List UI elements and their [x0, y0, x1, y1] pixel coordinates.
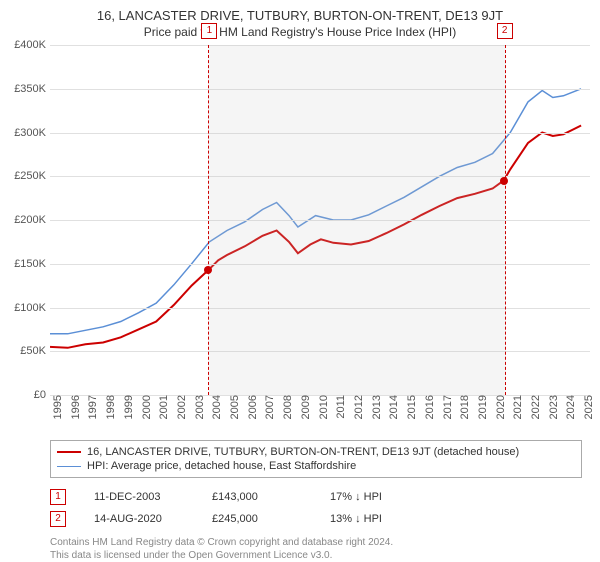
sale-dot: [204, 266, 212, 274]
x-axis-label: 2004: [209, 395, 223, 419]
y-axis-label: £350K: [6, 83, 50, 95]
copyright-line: Contains HM Land Registry data © Crown c…: [50, 536, 590, 549]
sale-marker: 1: [201, 23, 217, 39]
x-axis-label: 2022: [528, 395, 542, 419]
legend-swatch: [57, 451, 81, 453]
x-axis-label: 2015: [404, 395, 418, 419]
legend-label: 16, LANCASTER DRIVE, TUTBURY, BURTON-ON-…: [87, 446, 519, 458]
x-axis-label: 2012: [351, 395, 365, 419]
sale-marker: 2: [497, 23, 513, 39]
x-axis-label: 2024: [563, 395, 577, 419]
x-axis-label: 2005: [227, 395, 241, 419]
x-axis-label: 2011: [333, 395, 347, 419]
x-axis-label: 1998: [103, 395, 117, 419]
legend-swatch: [57, 466, 81, 467]
sale-delta: 13% ↓ HPI: [330, 513, 420, 525]
x-axis-label: 2016: [422, 395, 436, 419]
sale-date: 11-DEC-2003: [94, 491, 184, 503]
sale-dot: [500, 177, 508, 185]
sale-price: £143,000: [212, 491, 302, 503]
legend-item: 16, LANCASTER DRIVE, TUTBURY, BURTON-ON-…: [57, 445, 575, 459]
sale-row: 1 11-DEC-2003 £143,000 17% ↓ HPI: [50, 486, 590, 508]
copyright-line: This data is licensed under the Open Gov…: [50, 549, 590, 562]
y-axis-label: £50K: [6, 345, 50, 357]
y-axis-label: £150K: [6, 258, 50, 270]
x-axis-label: 1996: [68, 395, 82, 419]
x-axis-label: 2003: [192, 395, 206, 419]
x-axis-label: 2002: [174, 395, 188, 419]
y-axis-label: £300K: [6, 127, 50, 139]
sale-marker: 1: [50, 489, 66, 505]
legend: 16, LANCASTER DRIVE, TUTBURY, BURTON-ON-…: [50, 440, 582, 478]
x-axis-label: 2014: [386, 395, 400, 419]
x-axis-label: 2025: [581, 395, 595, 419]
sale-price: £245,000: [212, 513, 302, 525]
x-axis-label: 1995: [50, 395, 64, 419]
shade-band: [208, 45, 505, 395]
x-axis-label: 2020: [493, 395, 507, 419]
copyright: Contains HM Land Registry data © Crown c…: [50, 536, 590, 562]
sale-marker: 2: [50, 511, 66, 527]
legend-item: HPI: Average price, detached house, East…: [57, 459, 575, 473]
y-axis-label: £400K: [6, 39, 50, 51]
y-axis-label: £0: [6, 389, 50, 401]
y-axis-label: £100K: [6, 302, 50, 314]
x-axis-label: 2017: [440, 395, 454, 419]
x-axis-label: 2000: [139, 395, 153, 419]
x-axis-label: 1997: [85, 395, 99, 419]
x-axis-label: 2018: [457, 395, 471, 419]
x-axis-label: 2009: [298, 395, 312, 419]
x-axis-label: 2001: [156, 395, 170, 419]
x-axis-label: 2010: [316, 395, 330, 419]
x-axis-label: 2007: [262, 395, 276, 419]
chart-title: 16, LANCASTER DRIVE, TUTBURY, BURTON-ON-…: [10, 8, 590, 23]
sale-delta: 17% ↓ HPI: [330, 491, 420, 503]
x-axis-label: 2019: [475, 395, 489, 419]
sale-date: 14-AUG-2020: [94, 513, 184, 525]
x-axis-label: 1999: [121, 395, 135, 419]
x-axis-label: 2013: [369, 395, 383, 419]
legend-label: HPI: Average price, detached house, East…: [87, 460, 356, 472]
y-axis-label: £250K: [6, 170, 50, 182]
x-axis-label: 2023: [546, 395, 560, 419]
chart-container: 16, LANCASTER DRIVE, TUTBURY, BURTON-ON-…: [0, 0, 600, 560]
sales-table: 1 11-DEC-2003 £143,000 17% ↓ HPI 2 14-AUG-202…: [50, 486, 590, 530]
plot-area: £0£50K£100K£150K£200K£250K£300K£350K£400…: [50, 45, 590, 396]
sale-row: 2 14-AUG-2020 £245,000 13% ↓ HPI: [50, 508, 590, 530]
x-axis-label: 2021: [510, 395, 524, 419]
x-axis-label: 2008: [280, 395, 294, 419]
y-axis-label: £200K: [6, 214, 50, 226]
x-axis-label: 2006: [245, 395, 259, 419]
